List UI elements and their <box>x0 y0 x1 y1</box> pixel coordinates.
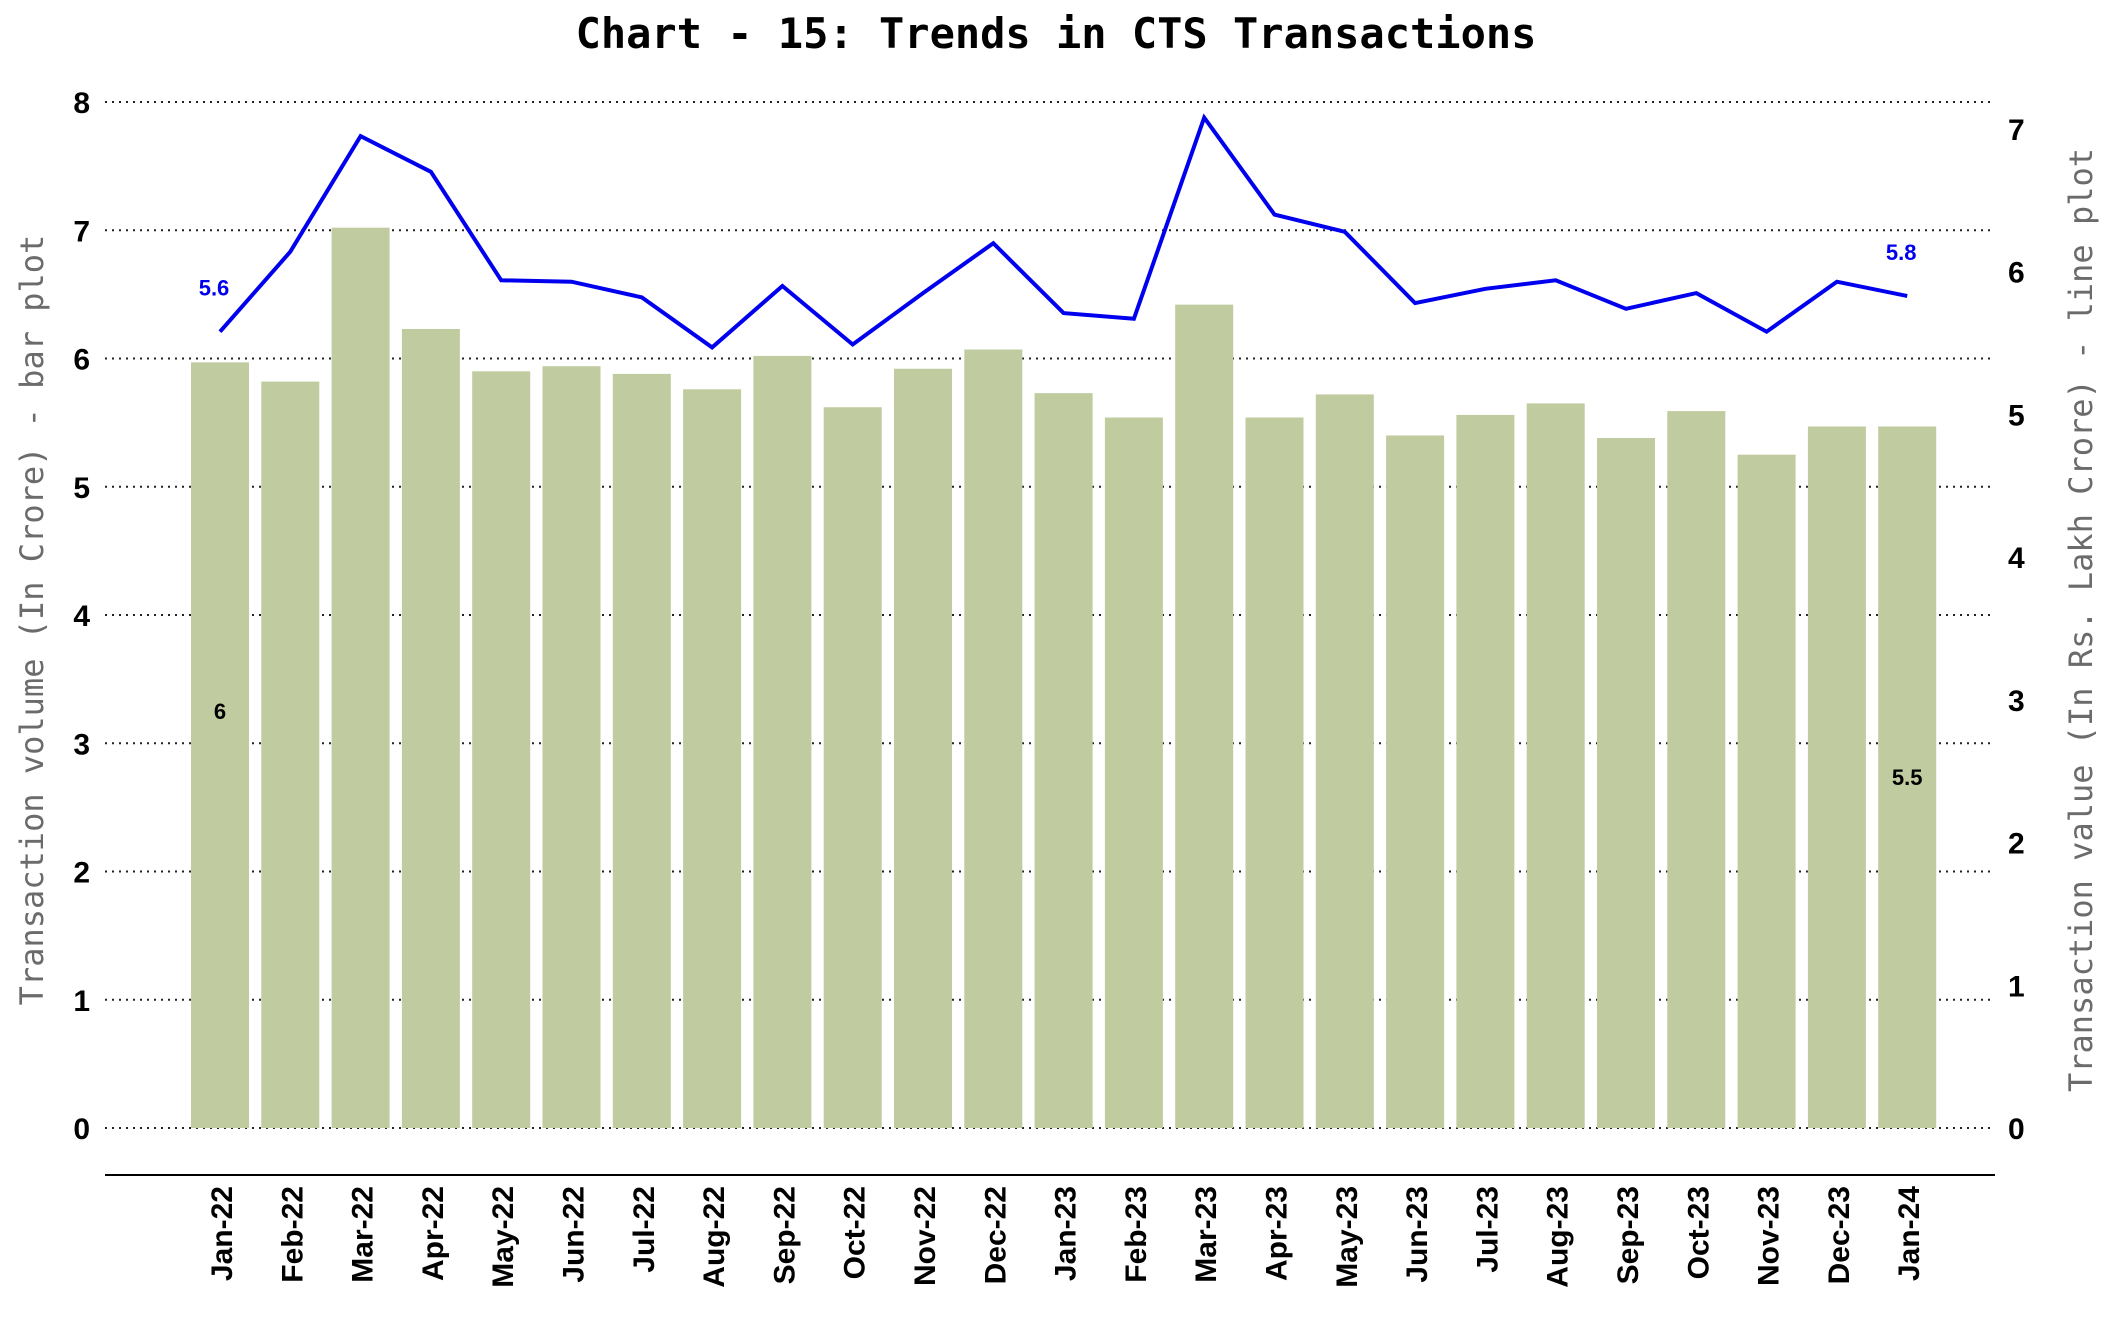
bar-Nov-22 <box>894 368 952 1128</box>
y-tick-label: 5 <box>73 472 90 505</box>
bar-Aug-22 <box>683 389 742 1128</box>
x-tick-label: May-22 <box>487 1186 520 1288</box>
bar-Jul-23 <box>1456 414 1515 1128</box>
bar-Feb-23 <box>1104 417 1163 1128</box>
y-tick-label: 2 <box>73 857 90 890</box>
bar-Feb-22 <box>261 381 320 1129</box>
x-tick-label: May-23 <box>1331 1186 1364 1288</box>
x-tick-label: Dec-22 <box>979 1186 1012 1284</box>
x-tick-label: Jan-22 <box>206 1186 239 1281</box>
y-tick-label: 6 <box>73 344 90 377</box>
x-tick-label: Nov-23 <box>1753 1186 1786 1286</box>
y-tick-label: 4 <box>73 600 90 633</box>
y2-tick-label: 5 <box>2008 399 2025 432</box>
bar-Jan-23 <box>1034 393 1093 1128</box>
x-tick-label: Jul-23 <box>1471 1186 1504 1273</box>
bar-Dec-23 <box>1807 426 1866 1128</box>
x-tick-label: Nov-22 <box>909 1186 942 1286</box>
y2-tick-label: 3 <box>2008 685 2025 718</box>
bar-May-23 <box>1315 394 1374 1128</box>
bar-Nov-23 <box>1737 454 1796 1128</box>
bar-Apr-23 <box>1245 417 1304 1128</box>
bar-data-label: 6 <box>214 699 226 724</box>
x-tick-label: Oct-23 <box>1682 1186 1715 1279</box>
y2-axis-title: Transaction value (In Rs. Lakh Crore) - … <box>2062 148 2100 1092</box>
value-line <box>218 113 1908 350</box>
y2-tick-label: 7 <box>2008 114 2025 147</box>
bar-Apr-22 <box>401 329 460 1128</box>
x-tick-label: Aug-22 <box>698 1186 731 1288</box>
bar-series <box>191 227 1937 1129</box>
x-tick-label: Jul-22 <box>628 1186 661 1273</box>
x-tick-label: Apr-22 <box>417 1186 450 1281</box>
line-data-label: 5.8 <box>1886 240 1917 265</box>
y2-tick-label: 1 <box>2008 970 2025 1003</box>
y-tick-label: 3 <box>73 728 90 761</box>
bar-Aug-23 <box>1526 403 1585 1128</box>
bar-Sep-22 <box>753 355 812 1128</box>
bar-May-22 <box>472 371 531 1128</box>
y2-tick-label: 6 <box>2008 257 2025 290</box>
bar-Oct-23 <box>1667 411 1726 1128</box>
x-tick-label: Feb-23 <box>1120 1186 1153 1283</box>
line-data-label: 5.6 <box>199 276 230 301</box>
y2-tick-label: 0 <box>2008 1113 2025 1146</box>
line-series <box>218 113 1908 350</box>
bar-data-label: 5.5 <box>1892 765 1923 790</box>
bar-Mar-22 <box>331 227 390 1128</box>
y-tick-label: 0 <box>73 1113 90 1146</box>
x-tick-label: Sep-23 <box>1612 1186 1645 1284</box>
bar-Jun-22 <box>542 366 601 1128</box>
x-tick-label: Dec-23 <box>1823 1186 1856 1284</box>
y2-tick-label: 2 <box>2008 828 2025 861</box>
x-tick-label: Jan-24 <box>1893 1186 1926 1281</box>
bar-Sep-23 <box>1597 438 1655 1128</box>
axes: 0 1 2 3 4 5 6 7 8 0 1 2 3 4 5 6 7 Jan-22 Feb-22 Mar-22 Apr-2… <box>73 87 2025 1288</box>
chart-title: Chart - 15: Trends in CTS Transactions <box>576 9 1537 58</box>
x-tick-label: Jun-23 <box>1401 1186 1434 1283</box>
x-tick-label: Mar-22 <box>347 1186 380 1283</box>
bar-Jan-24 <box>1878 426 1937 1128</box>
bar-Jul-22 <box>612 373 671 1128</box>
bar-Jun-23 <box>1386 435 1445 1128</box>
y2-tick-label: 4 <box>2008 542 2025 575</box>
x-tick-label: Aug-23 <box>1542 1186 1575 1288</box>
bar-Jan-22 <box>191 362 249 1128</box>
bar-Mar-23 <box>1175 304 1234 1128</box>
x-tick-label: Apr-23 <box>1261 1186 1294 1281</box>
x-tick-label: Feb-22 <box>276 1186 309 1283</box>
x-tick-label: Mar-23 <box>1190 1186 1223 1283</box>
x-tick-label: Jun-22 <box>558 1186 591 1283</box>
y-tick-label: 1 <box>73 985 90 1018</box>
y-tick-label: 7 <box>73 215 90 248</box>
bar-Oct-22 <box>823 407 882 1128</box>
data-labels: 6 5.5 5.6 5.8 <box>199 240 1923 790</box>
bar-Dec-22 <box>964 349 1023 1129</box>
x-tick-label: Sep-22 <box>768 1186 801 1284</box>
y-axis-title: Transaction volume (In Crore) - bar plot <box>13 235 51 1006</box>
y-tick-label: 8 <box>73 87 90 120</box>
x-tick-label: Oct-22 <box>839 1186 872 1279</box>
x-tick-label: Jan-23 <box>1050 1186 1083 1281</box>
